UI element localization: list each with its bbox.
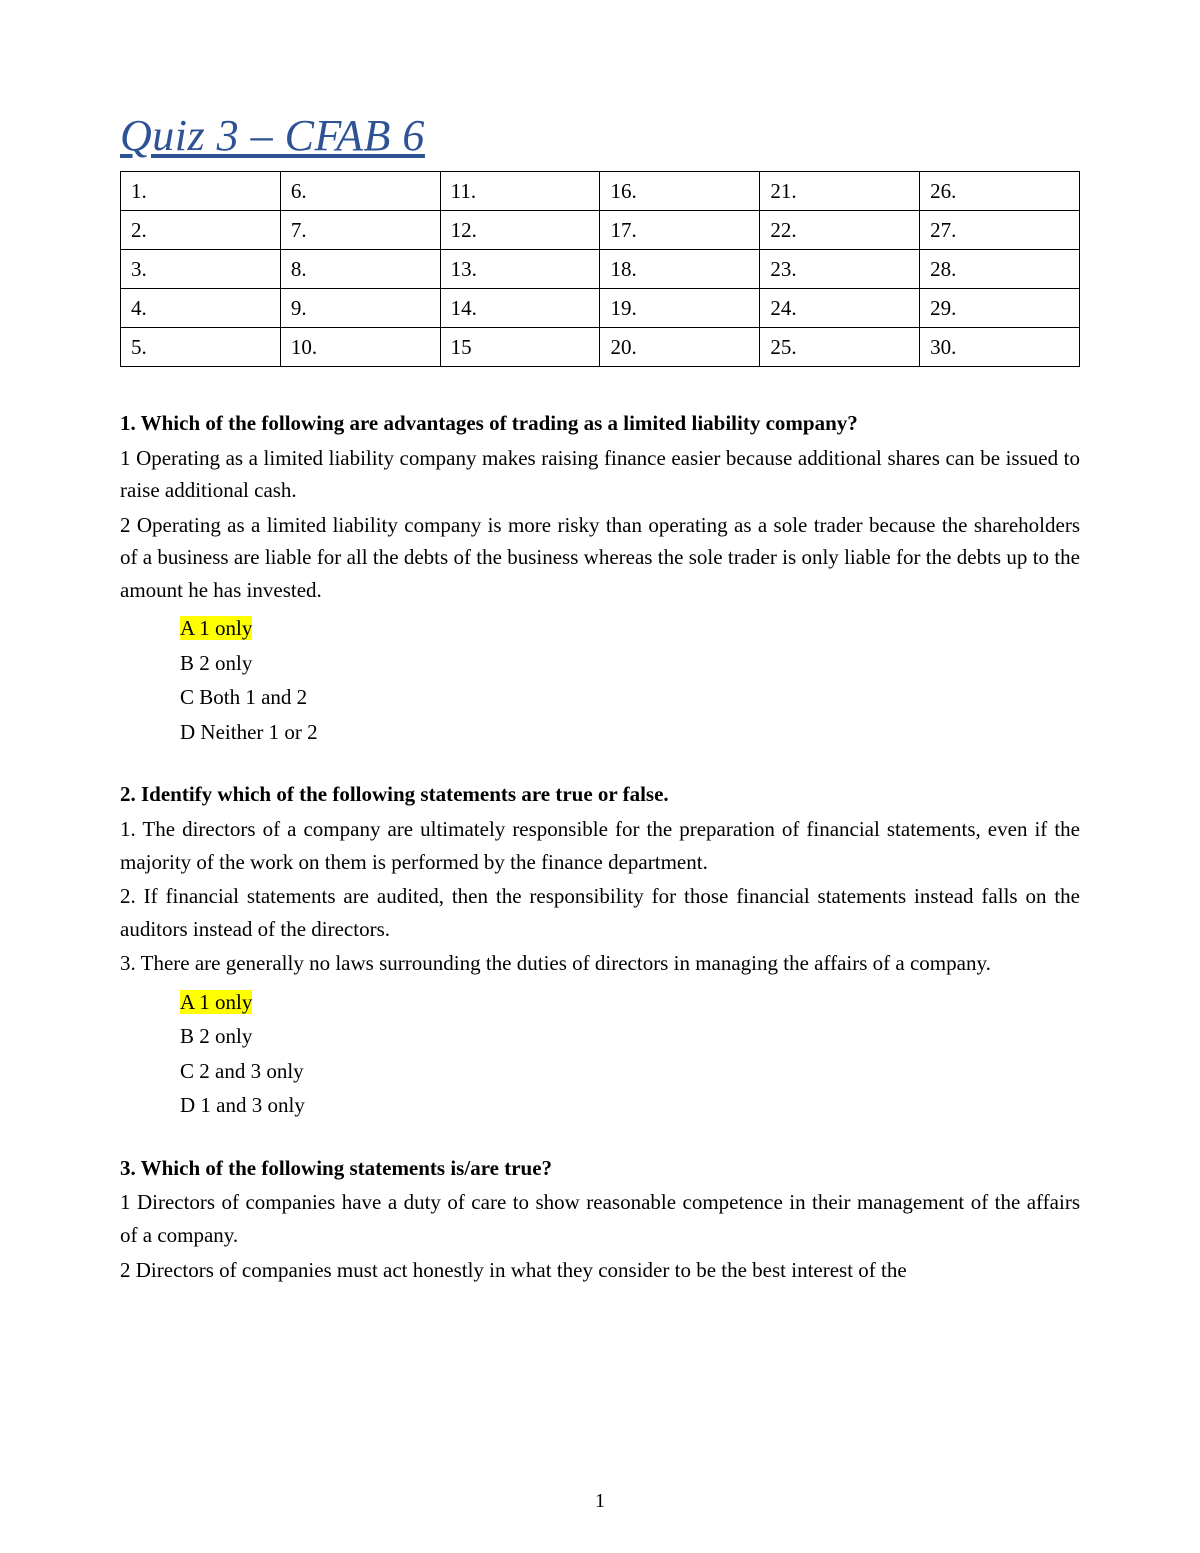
cell: 2. bbox=[121, 211, 281, 250]
page-number: 1 bbox=[0, 1490, 1200, 1513]
cell: 30. bbox=[920, 328, 1080, 367]
statement: 1 Operating as a limited liability compa… bbox=[120, 442, 1080, 507]
question-title: 1. Which of the following are advantages… bbox=[120, 407, 1080, 440]
cell: 17. bbox=[600, 211, 760, 250]
question-3: 3. Which of the following statements is/… bbox=[120, 1152, 1080, 1286]
highlighted-answer: A 1 only bbox=[180, 990, 252, 1014]
option-d: D Neither 1 or 2 bbox=[180, 716, 1080, 749]
table-row: 2. 7. 12. 17. 22. 27. bbox=[121, 211, 1080, 250]
cell: 21. bbox=[760, 172, 920, 211]
question-2: 2. Identify which of the following state… bbox=[120, 778, 1080, 1121]
options: A 1 only B 2 only C 2 and 3 only D 1 and… bbox=[180, 986, 1080, 1122]
cell: 11. bbox=[440, 172, 600, 211]
cell: 22. bbox=[760, 211, 920, 250]
cell: 18. bbox=[600, 250, 760, 289]
option-c: C 2 and 3 only bbox=[180, 1055, 1080, 1088]
cell: 13. bbox=[440, 250, 600, 289]
statement: 3. There are generally no laws surroundi… bbox=[120, 947, 1080, 980]
option-b: B 2 only bbox=[180, 647, 1080, 680]
statement: 2 Directors of companies must act honest… bbox=[120, 1254, 1080, 1287]
cell: 25. bbox=[760, 328, 920, 367]
options: A 1 only B 2 only C Both 1 and 2 D Neith… bbox=[180, 612, 1080, 748]
cell: 9. bbox=[280, 289, 440, 328]
question-title: 2. Identify which of the following state… bbox=[120, 778, 1080, 811]
cell: 1. bbox=[121, 172, 281, 211]
option-b: B 2 only bbox=[180, 1020, 1080, 1053]
cell: 4. bbox=[121, 289, 281, 328]
table-row: 1. 6. 11. 16. 21. 26. bbox=[121, 172, 1080, 211]
cell: 3. bbox=[121, 250, 281, 289]
highlighted-answer: A 1 only bbox=[180, 616, 252, 640]
cell: 29. bbox=[920, 289, 1080, 328]
cell: 10. bbox=[280, 328, 440, 367]
page-title: Quiz 3 – CFAB 6 bbox=[120, 110, 1080, 161]
table-row: 5. 10. 15 20. 25. 30. bbox=[121, 328, 1080, 367]
cell: 16. bbox=[600, 172, 760, 211]
cell: 14. bbox=[440, 289, 600, 328]
option-a: A 1 only bbox=[180, 612, 1080, 645]
cell: 5. bbox=[121, 328, 281, 367]
table-row: 4. 9. 14. 19. 24. 29. bbox=[121, 289, 1080, 328]
question-title: 3. Which of the following statements is/… bbox=[120, 1152, 1080, 1185]
cell: 28. bbox=[920, 250, 1080, 289]
page: Quiz 3 – CFAB 6 1. 6. 11. 16. 21. 26. 2.… bbox=[0, 0, 1200, 1553]
option-d: D 1 and 3 only bbox=[180, 1089, 1080, 1122]
option-c: C Both 1 and 2 bbox=[180, 681, 1080, 714]
statement: 2 Operating as a limited liability compa… bbox=[120, 509, 1080, 607]
cell: 7. bbox=[280, 211, 440, 250]
statement: 1. The directors of a company are ultima… bbox=[120, 813, 1080, 878]
cell: 15 bbox=[440, 328, 600, 367]
cell: 8. bbox=[280, 250, 440, 289]
cell: 24. bbox=[760, 289, 920, 328]
cell: 6. bbox=[280, 172, 440, 211]
question-1: 1. Which of the following are advantages… bbox=[120, 407, 1080, 748]
option-a: A 1 only bbox=[180, 986, 1080, 1019]
answer-grid: 1. 6. 11. 16. 21. 26. 2. 7. 12. 17. 22. … bbox=[120, 171, 1080, 367]
statement: 1 Directors of companies have a duty of … bbox=[120, 1186, 1080, 1251]
cell: 19. bbox=[600, 289, 760, 328]
statement: 2. If financial statements are audited, … bbox=[120, 880, 1080, 945]
cell: 23. bbox=[760, 250, 920, 289]
cell: 26. bbox=[920, 172, 1080, 211]
cell: 12. bbox=[440, 211, 600, 250]
table-row: 3. 8. 13. 18. 23. 28. bbox=[121, 250, 1080, 289]
cell: 20. bbox=[600, 328, 760, 367]
cell: 27. bbox=[920, 211, 1080, 250]
